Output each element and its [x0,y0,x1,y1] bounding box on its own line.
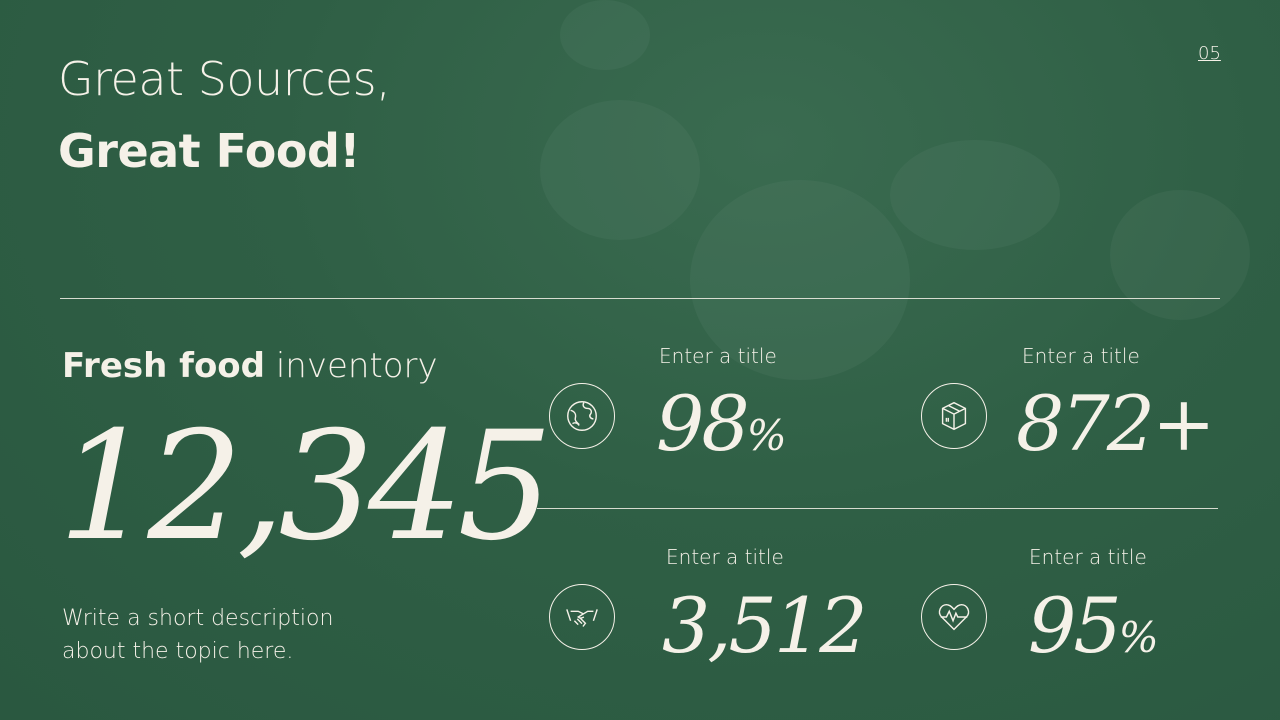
big-number: 12,345 [58,400,553,574]
stat-value: 95% [1028,588,1159,664]
stat-value: 3,512 [662,588,868,664]
stats-divider [537,508,1218,509]
stat-title: Enter a title [666,545,784,569]
top-divider [60,298,1220,299]
stat-title: Enter a title [659,344,777,368]
section-subtitle: Fresh food inventory [62,346,438,386]
slide-title-line2: Great Food! [58,124,360,178]
subtitle-bold: Fresh food [62,346,266,386]
stat-value-suffix: % [746,411,787,460]
stat-title: Enter a title [1029,545,1147,569]
stat-value-suffix: % [1118,613,1159,662]
stat-value: 98% [656,386,787,462]
globe-icon [549,383,615,449]
handshake-icon [549,584,615,650]
stat-value: 872+ [1016,386,1216,462]
slide-title-line1: Great Sources, [58,52,391,106]
subtitle-light: inventory [265,346,438,386]
stat-value-number: 872+ [1016,379,1216,468]
description: Write a short description about the topi… [62,606,334,664]
page-number[interactable]: 05 [1198,43,1221,64]
stat-value-number: 3,512 [662,581,868,670]
box-icon [921,383,987,449]
stat-value-number: 98 [656,379,750,468]
stat-title: Enter a title [1022,344,1140,368]
heart-pulse-icon [921,584,987,650]
stat-value-number: 95 [1028,581,1122,670]
